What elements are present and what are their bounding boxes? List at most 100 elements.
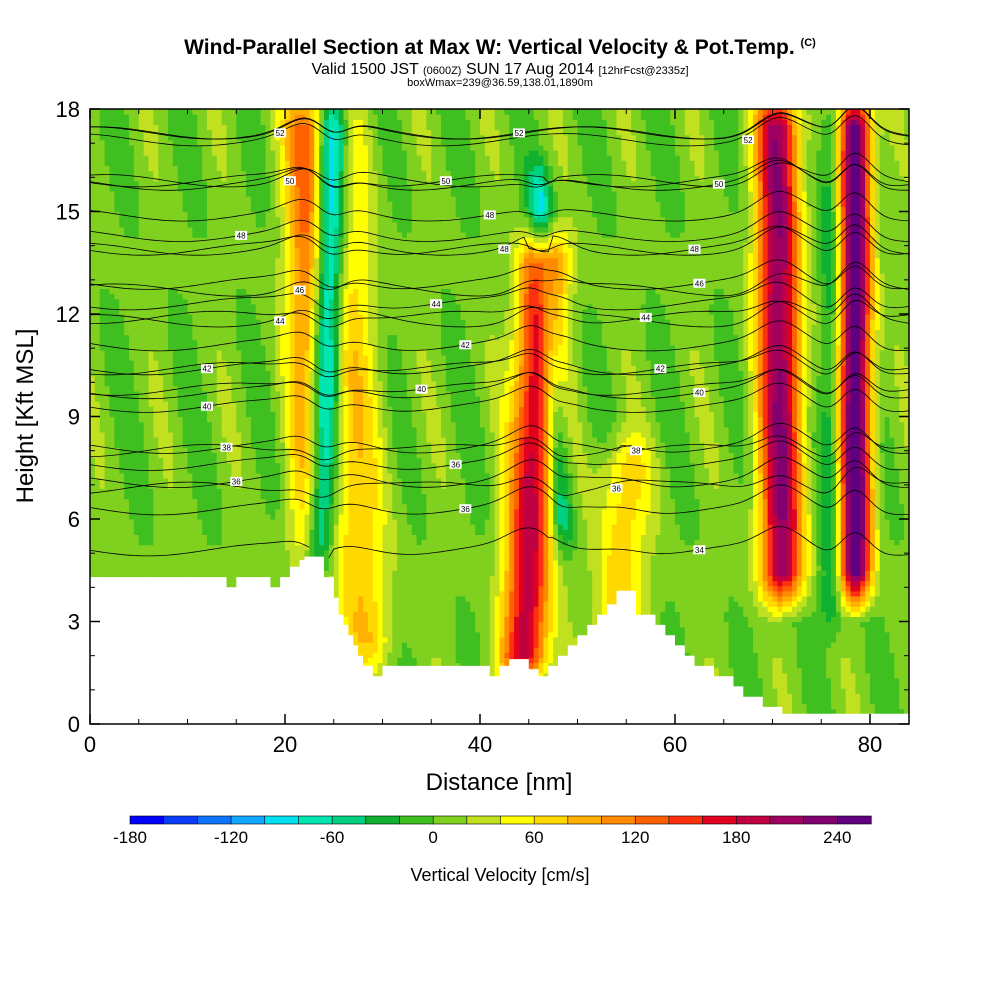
- velocity-cell: [767, 636, 774, 643]
- velocity-cell: [777, 693, 783, 699]
- velocity-cell: [826, 703, 832, 710]
- velocity-cell: [782, 585, 788, 592]
- velocity-cell: [777, 621, 783, 628]
- velocity-cell: [899, 683, 905, 689]
- velocity-cell: [567, 585, 574, 592]
- velocity-cell: [431, 621, 437, 628]
- velocity-cell: [392, 616, 398, 623]
- velocity-cell: [543, 642, 549, 648]
- velocity-cell: [562, 595, 569, 602]
- velocity-cell: [358, 611, 364, 617]
- velocity-cell: [718, 601, 725, 607]
- velocity-cell: [757, 575, 764, 582]
- velocity-cell: [597, 601, 603, 607]
- velocity-cell: [728, 595, 735, 602]
- velocity-cell: [865, 606, 871, 612]
- velocity-cell: [704, 601, 710, 607]
- velocity-cell: [499, 642, 505, 648]
- velocity-cell: [865, 677, 871, 684]
- velocity-cell: [489, 667, 496, 674]
- velocity-cell: [821, 662, 827, 669]
- velocity-cell: [904, 642, 909, 648]
- velocity-cell: [684, 611, 691, 617]
- velocity-cell: [504, 657, 510, 664]
- velocity-cell: [431, 611, 437, 617]
- velocity-cell: [704, 575, 710, 582]
- velocity-cell: [655, 580, 661, 587]
- velocity-cell: [816, 606, 822, 612]
- velocity-cell: [426, 601, 432, 607]
- velocity-cell: [718, 580, 725, 587]
- velocity-cell: [514, 616, 520, 623]
- velocity-cell: [699, 611, 705, 617]
- velocity-cell: [782, 580, 788, 587]
- velocity-cell: [899, 595, 905, 602]
- velocity-cell: [572, 621, 579, 628]
- velocity-cell: [587, 570, 593, 576]
- velocity-cell: [640, 570, 647, 576]
- velocity-cell: [582, 570, 588, 576]
- velocity-cell: [889, 688, 895, 694]
- velocity-cell: [640, 611, 647, 617]
- velocity-cell: [811, 667, 817, 674]
- velocity-cell: [255, 570, 262, 576]
- velocity-cell: [494, 585, 501, 592]
- velocity-cell: [567, 626, 574, 633]
- velocity-cell: [748, 688, 754, 694]
- velocity-cell: [363, 662, 369, 669]
- velocity-cell: [772, 647, 778, 653]
- velocity-cell: [480, 616, 486, 623]
- velocity-cell: [592, 590, 598, 597]
- velocity-cell: [406, 636, 413, 643]
- velocity-cell: [572, 631, 579, 638]
- velocity-cell: [358, 575, 364, 582]
- velocity-cell: [143, 570, 150, 576]
- velocity-cell: [874, 595, 881, 602]
- velocity-cell: [733, 647, 739, 653]
- velocity-cell: [523, 642, 530, 648]
- velocity-cell: [811, 621, 817, 628]
- velocity-cell: [431, 642, 437, 648]
- velocity-cell: [397, 662, 403, 669]
- velocity-cell: [416, 647, 423, 653]
- velocity-cell: [397, 642, 403, 648]
- velocity-cell: [728, 601, 735, 607]
- velocity-cell: [845, 595, 852, 602]
- velocity-cell: [387, 570, 393, 576]
- velocity-cell: [616, 575, 622, 582]
- velocity-cell: [879, 708, 886, 715]
- velocity-cell: [372, 601, 379, 607]
- velocity-cell: [333, 570, 340, 576]
- velocity-cell: [709, 606, 715, 612]
- velocity-cell: [465, 616, 471, 623]
- velocity-cell: [699, 616, 705, 623]
- velocity-cell: [879, 672, 886, 679]
- velocity-cell: [792, 626, 798, 633]
- velocity-cell: [367, 647, 374, 653]
- velocity-cell: [840, 693, 847, 699]
- velocity-cell: [480, 631, 486, 638]
- velocity-cell: [782, 652, 788, 658]
- velocity-cell: [465, 606, 471, 612]
- velocity-cell: [850, 683, 856, 689]
- velocity-cell: [514, 626, 520, 633]
- velocity-cell: [796, 667, 803, 674]
- velocity-cell: [455, 626, 462, 633]
- velocity-cell: [787, 631, 793, 638]
- velocity-cell: [889, 672, 895, 679]
- velocity-cell: [558, 606, 564, 612]
- velocity-cell: [601, 580, 608, 587]
- velocity-cell: [260, 570, 267, 576]
- velocity-cell: [577, 606, 583, 612]
- velocity-cell: [445, 606, 452, 612]
- velocity-cell: [377, 606, 384, 612]
- velocity-cell: [494, 611, 501, 617]
- velocity-cell: [796, 585, 803, 592]
- velocity-cell: [470, 575, 476, 582]
- velocity-cell: [270, 575, 276, 582]
- velocity-cell: [723, 585, 730, 592]
- velocity-cell: [567, 621, 574, 628]
- velocity-cell: [845, 580, 852, 587]
- velocity-cell: [899, 662, 905, 669]
- velocity-cell: [597, 606, 603, 612]
